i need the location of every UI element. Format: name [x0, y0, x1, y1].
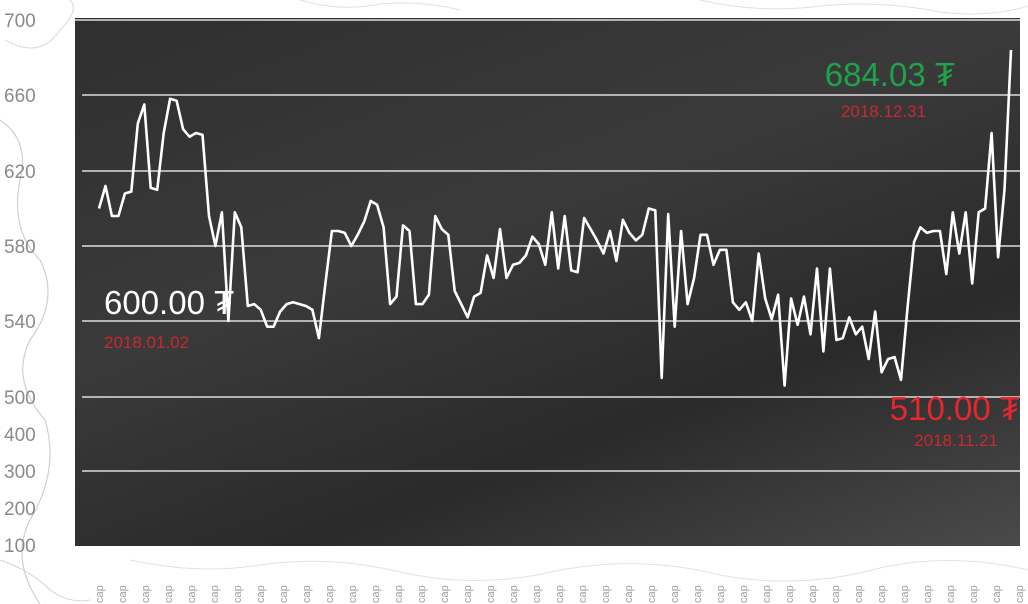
series-line — [97, 49, 1013, 387]
high-date-label: 2018.12.31 — [841, 102, 926, 121]
x-tick-label: cap — [669, 585, 681, 603]
y-tick-label: 300 — [4, 462, 36, 483]
start-value-label: 600.00 ₮ — [104, 284, 234, 321]
y-tick-label: 500 — [4, 388, 36, 409]
plot-area — [75, 18, 1020, 546]
x-tick-label: cap — [899, 585, 911, 603]
x-axis-ticks: cap cap cap cap cap cap cap cap cap cap cap cap cap c… — [94, 585, 1026, 603]
x-tick-label: cap — [232, 585, 244, 603]
x-tick-label: cap — [347, 585, 359, 603]
x-tick-label: cap — [968, 585, 980, 603]
x-tick-label: cap — [876, 585, 888, 603]
start-date-label: 2018.01.02 — [104, 333, 189, 352]
x-tick-label: cap — [439, 585, 451, 603]
x-tick-label: cap — [462, 585, 474, 603]
x-tick-label: cap — [301, 585, 313, 603]
high-value-label: 684.03 ₮ — [825, 56, 955, 93]
x-tick-label: cap — [1014, 585, 1026, 603]
x-tick-label: cap — [531, 585, 543, 603]
y-tick-label: 200 — [4, 499, 36, 520]
x-tick-label: cap — [761, 585, 773, 603]
x-tick-label: cap — [830, 585, 842, 603]
x-tick-label: cap — [209, 585, 221, 603]
x-tick-label: cap — [508, 585, 520, 603]
x-tick-label: cap — [577, 585, 589, 603]
x-tick-label: cap — [554, 585, 566, 603]
y-tick-label: 100 — [4, 536, 36, 557]
x-tick-label: cap — [94, 585, 106, 603]
x-tick-label: cap — [370, 585, 382, 603]
x-tick-label: cap — [807, 585, 819, 603]
x-tick-label: cap — [117, 585, 129, 603]
x-tick-label: cap — [393, 585, 405, 603]
low-value-label: 510.00 ₮ — [890, 390, 1020, 427]
x-tick-label: cap — [416, 585, 428, 603]
x-tick-label: cap — [692, 585, 704, 603]
y-tick-label: 580 — [4, 237, 36, 258]
x-tick-label: cap — [324, 585, 336, 603]
x-tick-label: cap — [945, 585, 957, 603]
x-tick-label: cap — [646, 585, 658, 603]
x-tick-label: cap — [853, 585, 865, 603]
x-tick-label: cap — [186, 585, 198, 603]
x-tick-label: cap — [485, 585, 497, 603]
x-tick-label: cap — [991, 585, 1003, 603]
x-tick-label: cap — [623, 585, 635, 603]
x-tick-label: cap — [738, 585, 750, 603]
y-tick-label: 660 — [4, 86, 36, 107]
y-tick-label: 400 — [4, 425, 36, 446]
y-tick-label: 620 — [4, 162, 36, 183]
x-tick-label: cap — [600, 585, 612, 603]
x-tick-label: cap — [922, 585, 934, 603]
x-tick-label: cap — [715, 585, 727, 603]
x-tick-label: cap — [255, 585, 267, 603]
series-line-layer — [97, 49, 1013, 387]
y-axis-ticks: 700 660 620 580 540 500 400 300 200 100 — [4, 11, 36, 557]
y-tick-label: 540 — [4, 312, 36, 333]
y-tick-label: 700 — [4, 11, 36, 32]
x-tick-label: cap — [140, 585, 152, 603]
x-tick-label: cap — [163, 585, 175, 603]
low-date-label: 2018.11.21 — [914, 431, 998, 450]
gridlines — [75, 19, 1020, 472]
x-tick-label: cap — [784, 585, 796, 603]
x-tick-label: cap — [278, 585, 290, 603]
